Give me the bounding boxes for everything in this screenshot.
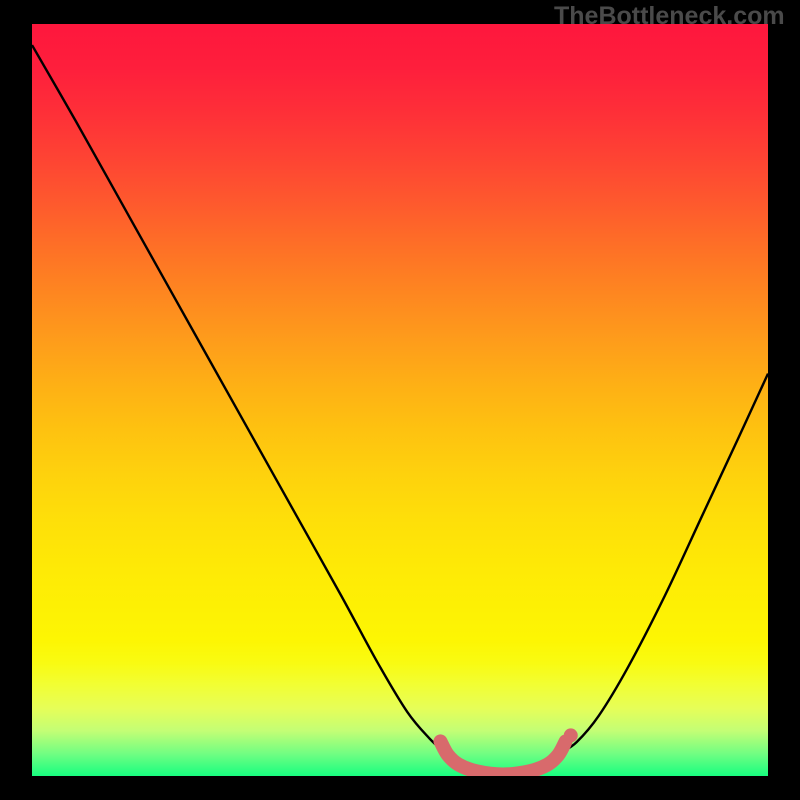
frame-border: [768, 0, 800, 800]
watermark-text: TheBottleneck.com: [554, 2, 785, 31]
highlight-end-dot: [564, 728, 578, 742]
frame-border: [0, 0, 32, 800]
gradient-background: [32, 24, 768, 776]
bottleneck-chart: [0, 0, 800, 800]
frame-border: [0, 776, 800, 800]
